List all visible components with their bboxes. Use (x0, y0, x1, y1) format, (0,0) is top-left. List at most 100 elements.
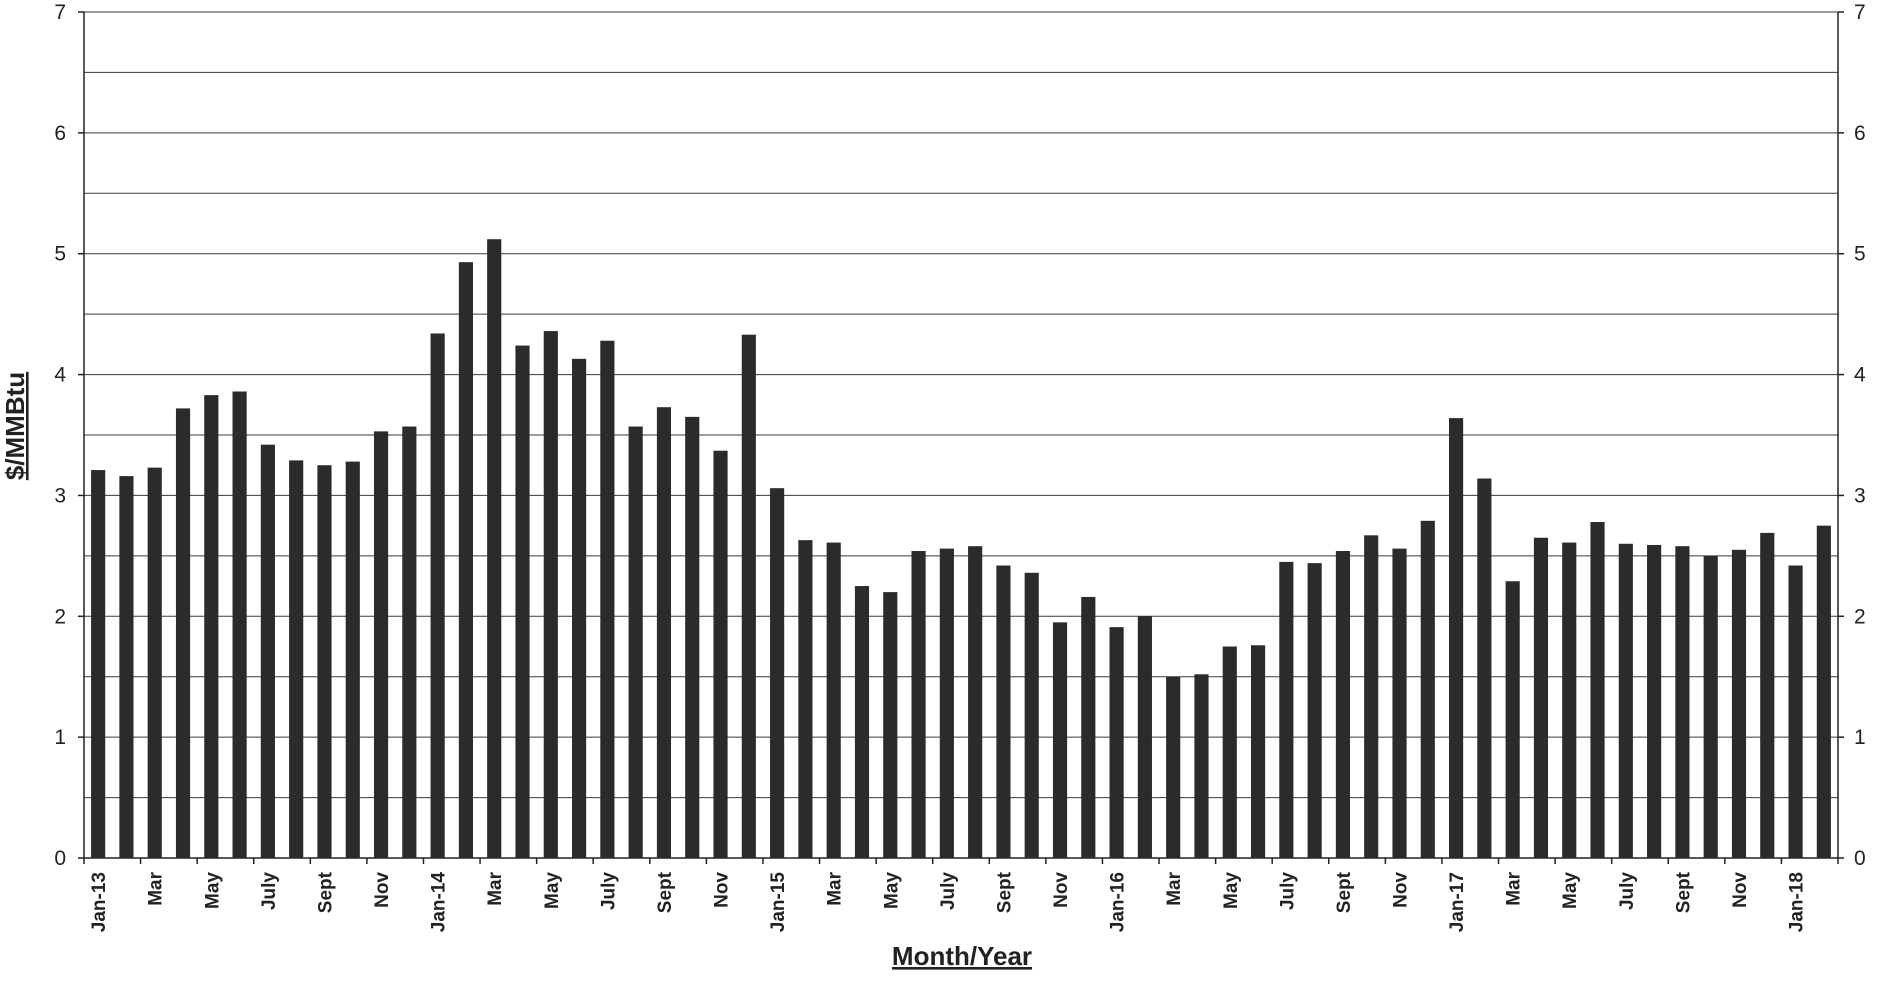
x-tick-label: Jan-15 (768, 872, 789, 933)
x-tick-label: Mar (146, 871, 167, 905)
x-tick-label: Sept (994, 871, 1015, 913)
y2-tick-label: 6 (1854, 122, 1866, 145)
bar (1194, 674, 1209, 858)
bar (515, 345, 530, 858)
bar (996, 565, 1011, 858)
bar (1052, 622, 1068, 858)
bar (1731, 549, 1747, 858)
y2-tick-label: 5 (1854, 243, 1866, 266)
bar (487, 239, 502, 858)
bar (402, 426, 417, 858)
x-tick-label: May (202, 872, 223, 909)
bar (1335, 551, 1350, 858)
bar (1250, 645, 1266, 858)
y-tick-label: 6 (54, 122, 66, 145)
x-tick-label: Nov (372, 872, 393, 908)
bar (854, 586, 870, 858)
x-tick-label: Mar (1504, 871, 1525, 905)
bar (345, 461, 360, 858)
x-axis-title: Month/Year (892, 941, 1032, 971)
y2-tick-label: 1 (1854, 726, 1866, 749)
bar (713, 450, 728, 858)
bar (543, 331, 558, 858)
bar (826, 542, 841, 858)
x-tick-label: Mar (825, 871, 846, 905)
bar (1533, 537, 1549, 858)
bar (204, 395, 219, 858)
y-tick-label: 5 (54, 243, 66, 266)
bar (147, 467, 162, 858)
bar (1420, 520, 1435, 858)
bar (770, 488, 785, 858)
x-tick-label: July (259, 872, 280, 910)
bar (1166, 676, 1181, 858)
bars (91, 239, 1831, 859)
x-tick-label: July (598, 872, 619, 910)
bar (1307, 563, 1322, 858)
x-tick-label: Nov (1730, 872, 1751, 908)
tick-labels: 0 0 1 1 2 2 3 3 4 4 5 5 6 6 7 7 Jan-13 Mar May July Sept Nov J… (54, 1, 1866, 932)
x-tick-label: May (881, 872, 902, 909)
y2-tick-label: 3 (1854, 484, 1866, 507)
bar (628, 426, 643, 858)
bar (1392, 548, 1407, 858)
x-tick-label: May (1560, 872, 1581, 909)
bar (373, 431, 389, 858)
x-tick-label: Nov (1391, 872, 1412, 908)
bar (1760, 532, 1775, 858)
y2-tick-label: 7 (1854, 1, 1866, 24)
x-tick-label: July (1617, 872, 1638, 910)
bar (656, 407, 672, 858)
x-tick-label: Sept (1334, 871, 1355, 913)
y-tick-label: 4 (54, 364, 66, 387)
bar (1477, 478, 1492, 858)
x-tick-label: May (542, 872, 563, 909)
x-tick-label: July (1277, 872, 1298, 910)
bar (600, 340, 615, 859)
x-tick-label: Sept (1673, 871, 1694, 913)
bar (968, 546, 983, 858)
y-axis-title: $/MMBtu (0, 372, 30, 480)
bar (260, 444, 275, 858)
bar (1137, 616, 1152, 858)
bar (1081, 596, 1096, 858)
bar (741, 334, 756, 858)
bar (1449, 418, 1464, 858)
y-tick-label: 1 (54, 726, 66, 749)
x-tick-label: Jan-13 (89, 872, 110, 932)
axes (78, 11, 1844, 864)
bar (1562, 542, 1577, 858)
x-tick-label: Nov (712, 872, 733, 908)
bar (798, 540, 813, 858)
y2-tick-label: 0 (1854, 847, 1866, 870)
bar (1703, 555, 1718, 858)
bar (1024, 572, 1039, 858)
bar (289, 460, 304, 858)
x-tick-label: Jan-14 (429, 872, 450, 933)
bar (911, 551, 926, 858)
y-tick-label: 0 (54, 847, 66, 870)
bar (939, 548, 954, 858)
bar (91, 470, 106, 858)
x-tick-label: July (938, 872, 959, 910)
bar (1279, 561, 1294, 858)
bar (1816, 525, 1831, 858)
x-tick-label: Nov (1051, 872, 1072, 908)
bar (458, 262, 473, 858)
bar (430, 333, 445, 859)
bar (685, 416, 700, 858)
y-tick-label: 7 (54, 1, 66, 24)
bar (175, 408, 191, 858)
bar (572, 358, 587, 858)
bar (1109, 627, 1124, 858)
bar (1364, 535, 1379, 858)
bar (1590, 522, 1605, 858)
x-tick-label: Jan-16 (1108, 872, 1129, 932)
bar (119, 476, 134, 858)
bar (1618, 543, 1633, 858)
y-tick-label: 3 (54, 484, 66, 507)
x-tick-label: Mar (1164, 871, 1185, 905)
y2-tick-label: 2 (1854, 605, 1866, 628)
